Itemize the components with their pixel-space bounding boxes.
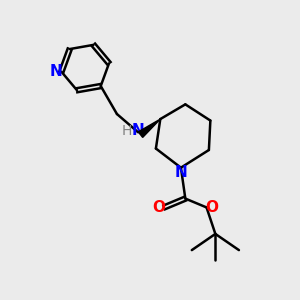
Text: N: N [132,123,145,138]
Text: N: N [50,64,62,79]
Text: O: O [205,200,218,215]
Text: N: N [175,166,187,181]
Text: H: H [122,124,132,138]
Text: O: O [152,200,165,215]
Polygon shape [138,119,160,137]
